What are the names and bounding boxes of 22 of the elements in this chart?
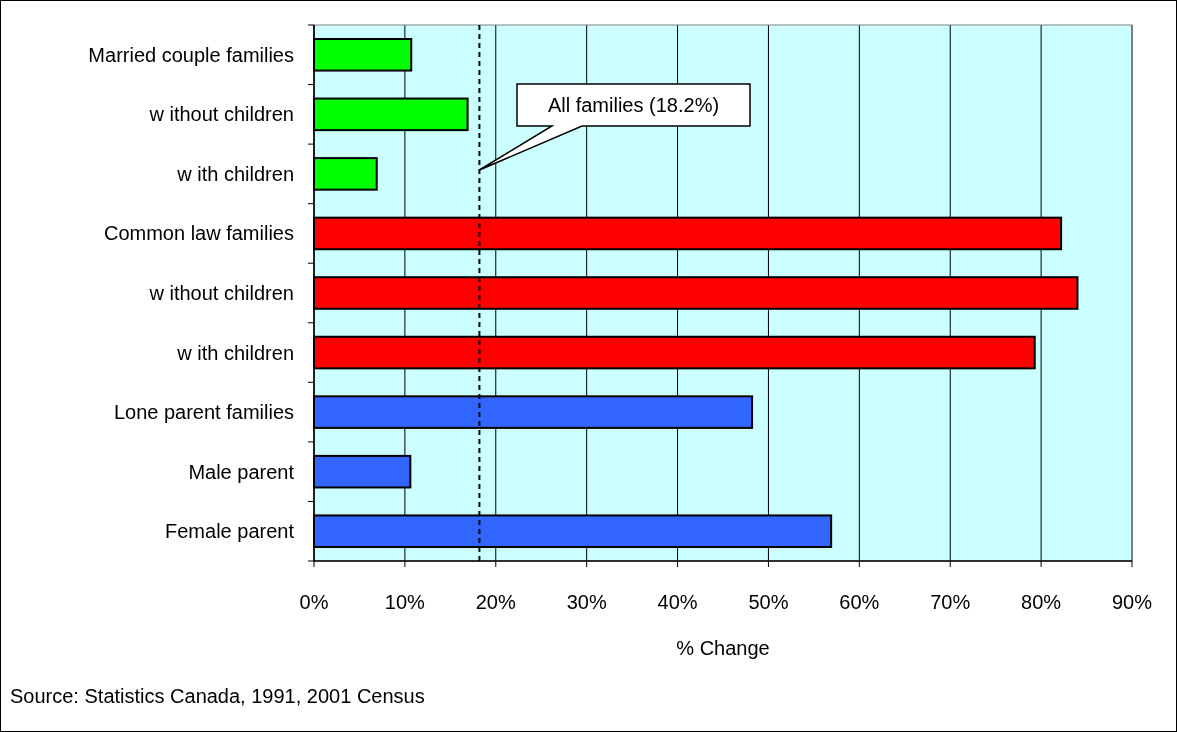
y-tick-label: w ith children xyxy=(176,341,294,364)
x-tick-label: 80% xyxy=(1021,591,1062,613)
ref-line-label: All families (18.2%) xyxy=(547,94,720,116)
x-tick-label: 70% xyxy=(930,591,971,613)
source-note: Source: Statistics Canada, 1991, 2001 Census xyxy=(10,685,425,707)
x-tick-label: 20% xyxy=(475,591,517,613)
x-tick-label: 10% xyxy=(384,591,426,613)
x-tick-label: 40% xyxy=(657,591,698,613)
x-tick-label: 50% xyxy=(748,591,789,613)
y-tick-label: w ith children xyxy=(176,162,294,185)
x-axis-title: % Change xyxy=(676,637,770,659)
x-tick-label: 60% xyxy=(839,591,880,613)
y-tick-label: Female parent xyxy=(165,520,295,543)
y-tick-label: Lone parent families xyxy=(113,401,294,424)
x-tick-label: 90% xyxy=(1111,591,1153,613)
x-tick-label: 30% xyxy=(566,591,607,613)
y-tick-label: w ithout children xyxy=(148,103,294,126)
y-tick-label: Male parent xyxy=(188,460,295,483)
y-tick-label: Married couple families xyxy=(88,43,294,66)
y-tick-label: w ithout children xyxy=(148,282,294,304)
y-tick-label: Common law families xyxy=(103,222,294,245)
x-tick-label: 0% xyxy=(299,591,329,613)
